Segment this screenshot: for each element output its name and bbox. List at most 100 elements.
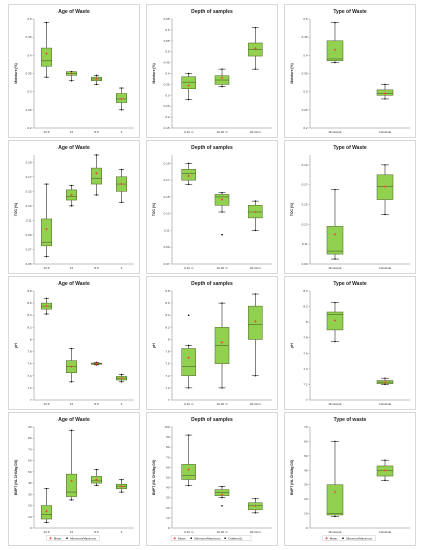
y-tick-label: 7.4 (165, 374, 170, 378)
x-tick-label: Municipal (329, 402, 342, 406)
y-tick-label: 8.2 (303, 305, 308, 309)
y-tick-label: 80 (28, 436, 32, 440)
max-point (120, 479, 123, 481)
chart-panel-10: Age of Waste BMPT (NL CH4/kg DS) 0 10 20 30 40… (8, 412, 140, 546)
box-1 (326, 301, 344, 343)
panel-frame (8, 4, 140, 138)
x-tick-label: 20-30 m (250, 530, 262, 534)
chart-panel-4: Age of Waste TOC (%) 0.05 0.07 0.09 0.11 0.13 0… (8, 140, 140, 274)
panel-frame (284, 412, 416, 546)
chart-title: Age of Waste (58, 9, 90, 15)
box-iqr (326, 226, 344, 255)
chart-panel-11: Depth of samples BMPT (NL CH4/kg DS) 0 10 20… (146, 412, 278, 546)
y-tick-label: 8.8 (165, 289, 170, 293)
y-tick-label: 0.35 (26, 72, 32, 76)
y-axis-label: Moisture (%) (152, 63, 156, 83)
legend-dot-icon (342, 537, 344, 539)
y-axis-label: BMPT (NL CH4/kg DS) (152, 460, 156, 496)
y-tick-label: 0.07 (26, 247, 32, 251)
y-tick-label: 7.2 (27, 386, 32, 390)
outlier-point (187, 314, 190, 317)
y-tick-label: 0.4 (27, 53, 32, 57)
box-2 (66, 429, 77, 501)
legend-label: Mean (330, 536, 338, 540)
max-point (95, 74, 98, 77)
min-point (221, 85, 223, 88)
min-point (120, 109, 123, 111)
min-point (334, 258, 336, 260)
box-2 (376, 164, 394, 216)
y-tick-label: 40 (304, 468, 308, 472)
box-1 (41, 297, 52, 315)
max-point (221, 192, 223, 194)
y-tick-label: 0.4 (303, 53, 308, 57)
panel-frame (146, 412, 278, 546)
x-tick-label: 10-20 m (216, 130, 228, 134)
min-point (95, 83, 98, 86)
outlier-point (221, 504, 223, 507)
y-tick-label: 0.09 (26, 233, 32, 237)
x-tick-label: 22.5 (44, 402, 50, 406)
y-tick-label: 0 (306, 526, 308, 530)
legend-item-2: Minimum/Maximum (342, 536, 373, 540)
y-tick-label: 0.65 (164, 17, 170, 21)
box-1 (326, 440, 344, 518)
x-tick-label: 3 (121, 130, 123, 134)
legend-dot-icon (66, 537, 68, 539)
y-tick-label: 7.2 (303, 382, 308, 386)
max-point (95, 468, 98, 471)
y-tick-label: 7 (30, 398, 32, 402)
y-tick-label: 8 (306, 320, 308, 324)
y-tick-label: 20 (28, 504, 32, 508)
y-tick-label: 8 (168, 337, 170, 341)
chart-title: Depth of samples (191, 417, 233, 423)
min-point (120, 201, 123, 203)
y-tick-label: 70 (166, 455, 170, 459)
x-tick-label: 0-10 m (184, 402, 194, 406)
legend-label: Minimum/Maximum (194, 536, 221, 540)
x-tick-label: 12 (70, 530, 74, 534)
y-tick-label: 8.8 (27, 289, 32, 293)
box-iqr (41, 218, 52, 247)
y-tick-label: 0.35 (164, 82, 170, 86)
min-point (187, 183, 190, 186)
max-point (221, 68, 223, 70)
y-axis-label: TOC (%) (14, 203, 18, 216)
box-2 (214, 192, 230, 236)
chart-title: Age of Waste (58, 281, 90, 287)
box-1 (181, 72, 196, 101)
x-tick-label: 20-30 m (250, 402, 262, 406)
chart-title: Depth of samples (191, 281, 233, 287)
y-tick-label: 50 (28, 470, 32, 474)
y-tick-label: 0.15 (164, 195, 170, 199)
y-tick-label: 10 (166, 516, 170, 520)
min-point (384, 98, 386, 100)
max-point (384, 164, 386, 166)
y-tick-label: 7.8 (165, 350, 170, 354)
y-tick-label: 8 (30, 337, 32, 341)
x-tick-label: 8.5 (94, 402, 99, 406)
chart-panel-8: Depth of samples pH 7 7.2 7.4 7.6 7.8 8 8.2 8.4 8.… (146, 276, 278, 410)
x-tick-label: 12 (70, 266, 74, 270)
y-tick-label: 70 (28, 447, 32, 451)
box-4 (116, 87, 127, 111)
max-point (45, 183, 48, 185)
y-tick-label: 0.6 (165, 28, 170, 32)
min-point (70, 80, 73, 82)
y-axis-label: TOC (%) (152, 203, 156, 216)
box-2 (66, 347, 77, 383)
y-tick-label: 0.55 (164, 39, 170, 43)
y-tick-label: 20 (166, 506, 170, 510)
x-tick-label: 0-10 m (184, 266, 194, 270)
min-point (254, 512, 257, 514)
y-tick-label: 50 (304, 454, 308, 458)
y-tick-label: 0.17 (164, 178, 170, 182)
min-point (45, 521, 48, 524)
y-tick-label: 70 (304, 425, 308, 429)
outlier-point (221, 233, 223, 236)
x-tick-label: Municipal (329, 266, 342, 270)
max-point (45, 21, 48, 24)
y-tick-label: 0.11 (26, 218, 32, 222)
legend-item-2: Minimum/Maximum (66, 536, 97, 540)
box-1 (41, 488, 52, 524)
